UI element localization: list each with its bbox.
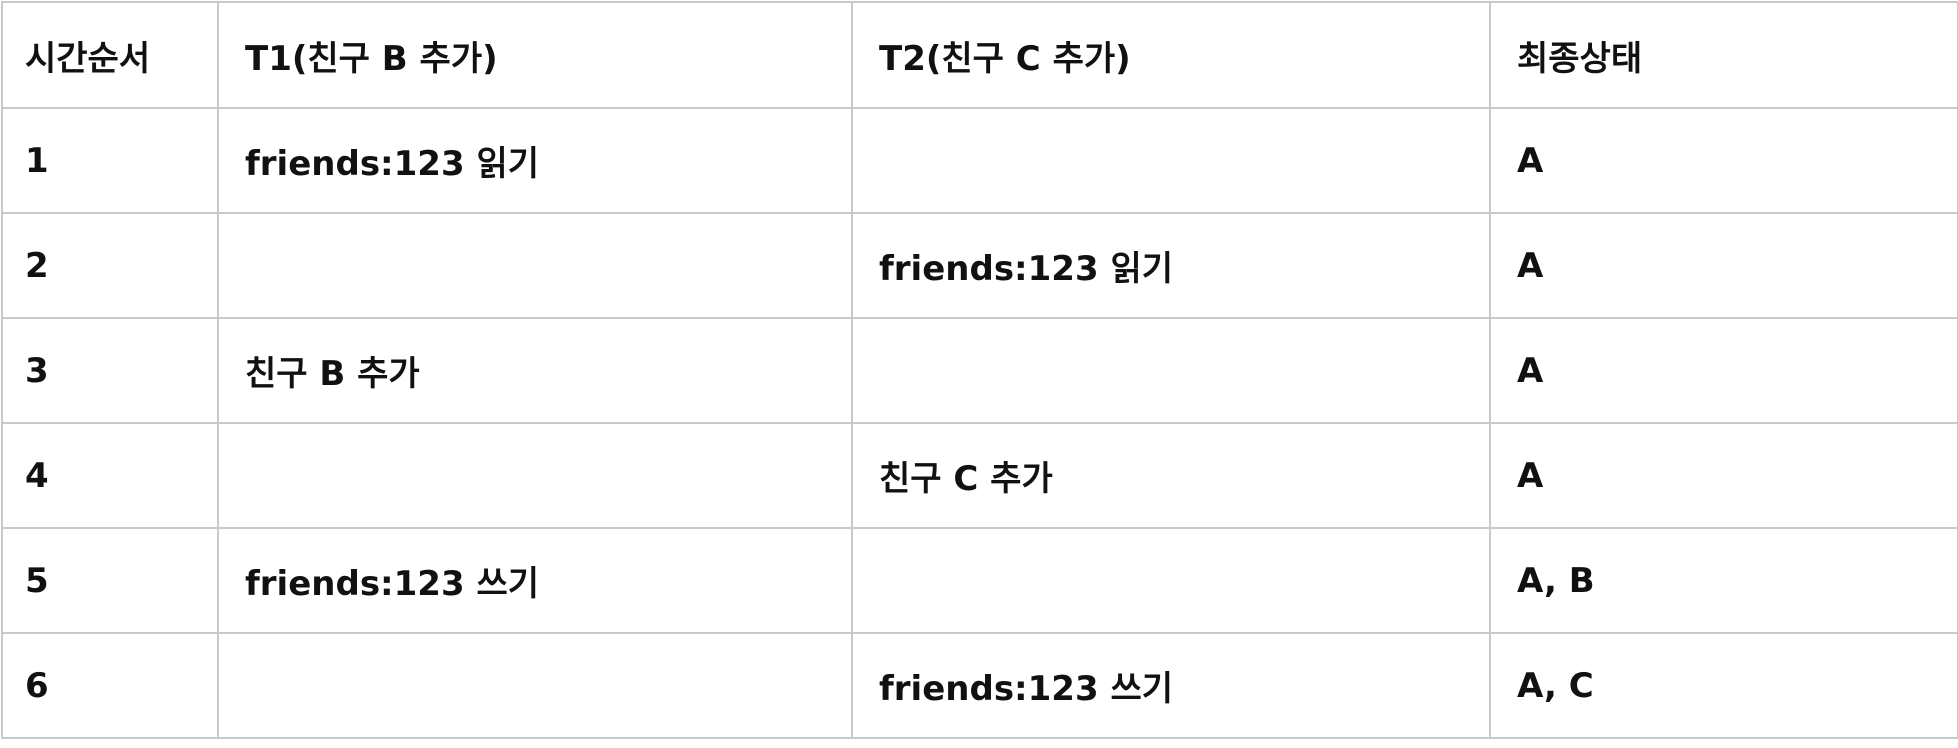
table-header-row: 시간순서 T1(친구 B 추가) T2(친구 C 추가) 최종상태: [1, 1, 1958, 109]
cell-final-state: A: [1489, 212, 1958, 319]
cell-time-order: 3: [1, 317, 219, 424]
cell-t1: [217, 632, 853, 739]
cell-time-order: 6: [1, 632, 219, 739]
cell-t2: friends:123 읽기: [851, 212, 1491, 319]
cell-time-order: 4: [1, 422, 219, 529]
cell-final-state: A, B: [1489, 527, 1958, 634]
cell-t2: [851, 107, 1491, 214]
header-time-order: 시간순서: [1, 1, 219, 109]
cell-t2: [851, 527, 1491, 634]
header-final-state: 최종상태: [1489, 1, 1958, 109]
table-row: 2 friends:123 읽기 A: [1, 212, 1958, 319]
cell-time-order: 5: [1, 527, 219, 634]
cell-t2: friends:123 쓰기: [851, 632, 1491, 739]
cell-t1: friends:123 읽기: [217, 107, 853, 214]
table-row: 6 friends:123 쓰기 A, C: [1, 632, 1958, 739]
cell-time-order: 2: [1, 212, 219, 319]
table-row: 1 friends:123 읽기 A: [1, 107, 1958, 214]
table-row: 4 친구 C 추가 A: [1, 422, 1958, 529]
cell-final-state: A, C: [1489, 632, 1958, 739]
cell-t1: [217, 422, 853, 529]
cell-final-state: A: [1489, 422, 1958, 529]
header-t2: T2(친구 C 추가): [851, 1, 1491, 109]
table-row: 3 친구 B 추가 A: [1, 317, 1958, 424]
cell-t2: [851, 317, 1491, 424]
cell-final-state: A: [1489, 317, 1958, 424]
cell-t2: 친구 C 추가: [851, 422, 1491, 529]
cell-final-state: A: [1489, 107, 1958, 214]
cell-t1: 친구 B 추가: [217, 317, 853, 424]
header-t1: T1(친구 B 추가): [217, 1, 853, 109]
table-row: 5 friends:123 쓰기 A, B: [1, 527, 1958, 634]
cell-t1: [217, 212, 853, 319]
cell-t1: friends:123 쓰기: [217, 527, 853, 634]
cell-time-order: 1: [1, 107, 219, 214]
